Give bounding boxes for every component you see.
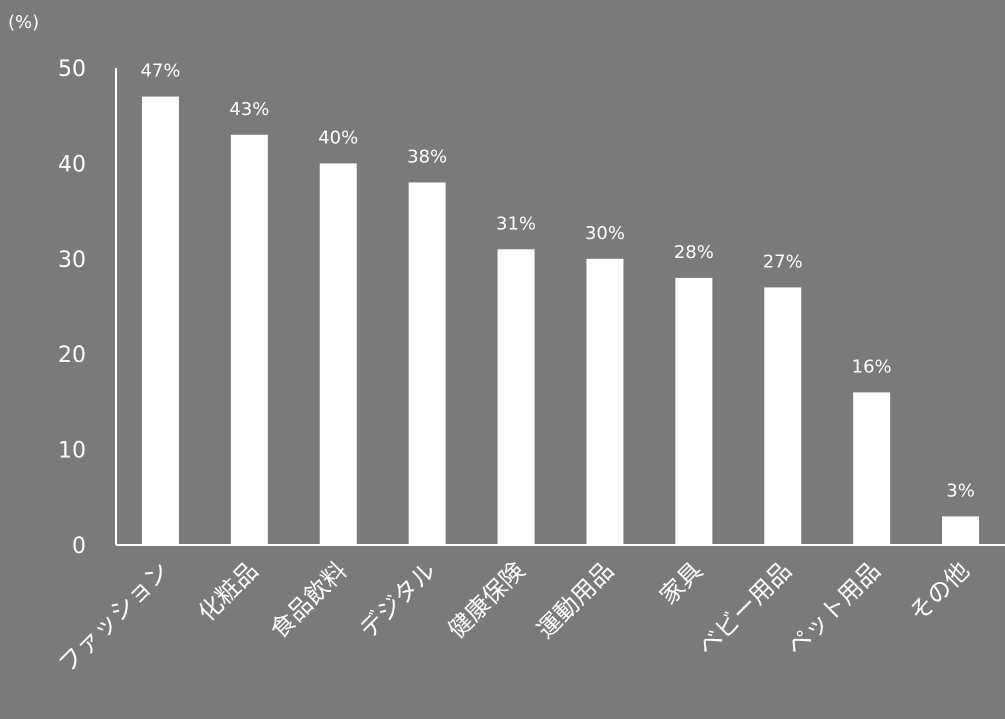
x-category-label: ペット用品 xyxy=(781,556,886,661)
x-category-label: 家具 xyxy=(654,556,708,610)
x-category-label: デジタル xyxy=(354,556,441,643)
y-tick-label: 30 xyxy=(58,248,86,273)
x-category-label: 食品飲料 xyxy=(265,556,353,644)
bar xyxy=(497,249,535,545)
x-category-label: ベビー用品 xyxy=(692,556,797,661)
bar-data-label: 16% xyxy=(852,356,892,377)
bar-data-label: 31% xyxy=(496,213,536,234)
bar xyxy=(141,96,179,546)
bar xyxy=(408,182,446,546)
y-tick-label: 50 xyxy=(58,57,86,82)
bar-data-label: 3% xyxy=(946,480,975,501)
bar-data-label: 40% xyxy=(318,127,358,148)
data-labels: 47% 43% 40% 38% 31% 30% 28% 27% 16% 3% xyxy=(140,61,974,502)
bar-data-label: 28% xyxy=(674,242,714,263)
x-category-label: 健康保険 xyxy=(443,556,531,644)
y-axis-unit-label: (%) xyxy=(8,12,39,33)
bar-data-label: 38% xyxy=(407,146,447,167)
bar-data-label: 43% xyxy=(229,99,269,120)
y-tick-label: 20 xyxy=(58,343,86,368)
x-category-label: その他 xyxy=(904,556,975,627)
x-category-label: 運動用品 xyxy=(532,556,620,644)
y-tick-label: 40 xyxy=(58,152,86,177)
y-axis: 0 10 20 30 40 50 xyxy=(58,57,86,559)
bar xyxy=(675,277,713,545)
x-category-label: 化粧品 xyxy=(193,556,264,627)
bar xyxy=(319,163,357,545)
bar-data-label: 47% xyxy=(140,61,180,82)
bar xyxy=(586,258,624,545)
bar-data-label: 27% xyxy=(763,251,803,272)
x-category-label: ファッション xyxy=(53,556,175,678)
bars xyxy=(141,96,980,546)
y-tick-label: 0 xyxy=(72,534,86,559)
bar xyxy=(764,287,802,545)
bar xyxy=(853,392,891,545)
bar xyxy=(230,134,268,545)
bar-data-label: 30% xyxy=(585,223,625,244)
bar xyxy=(942,516,980,545)
y-tick-label: 10 xyxy=(58,439,86,464)
